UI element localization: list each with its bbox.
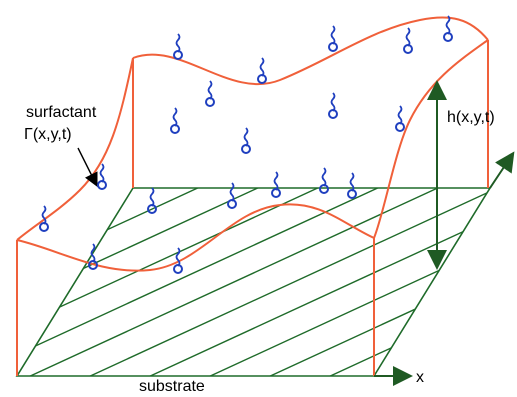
surfactant-molecule: [241, 127, 251, 154]
x-axis-label: x: [416, 369, 424, 386]
film-left-top: [16, 57, 134, 241]
gamma-label: Γ(x,y,t): [24, 126, 72, 143]
surfactant-molecule: [328, 92, 338, 119]
surfactant-molecule: [271, 171, 281, 198]
surfactant-molecule: [443, 15, 453, 42]
surfactant-molecule: [170, 107, 180, 134]
film-back-top: [132, 16, 489, 86]
surfactant-molecule: [395, 105, 405, 132]
surfactant-molecule: [403, 27, 413, 54]
substrate-label: substrate: [139, 378, 205, 395]
surfactant-molecule: [97, 163, 107, 190]
surfactant-pointer-arrow: [77, 147, 98, 188]
film-right-top: [373, 39, 489, 239]
y-axis-arrow: [489, 151, 515, 189]
surfactant-molecule: [257, 57, 267, 84]
height-label: h(x,y,t): [447, 109, 495, 126]
surfactant-molecule: [227, 182, 237, 209]
surfactant-label: surfactant: [26, 104, 97, 121]
surfactant-molecule: [347, 172, 357, 199]
surfactant-molecule: [173, 33, 183, 60]
surfactant-molecule: [205, 80, 215, 107]
surfactant-molecule: [328, 25, 338, 52]
film-front-top: [16, 203, 375, 272]
surfactant-molecules: [39, 15, 453, 274]
substrate-plane: [15, 187, 492, 377]
axis-arrows: [374, 151, 515, 386]
surfactant-molecule: [319, 167, 329, 194]
